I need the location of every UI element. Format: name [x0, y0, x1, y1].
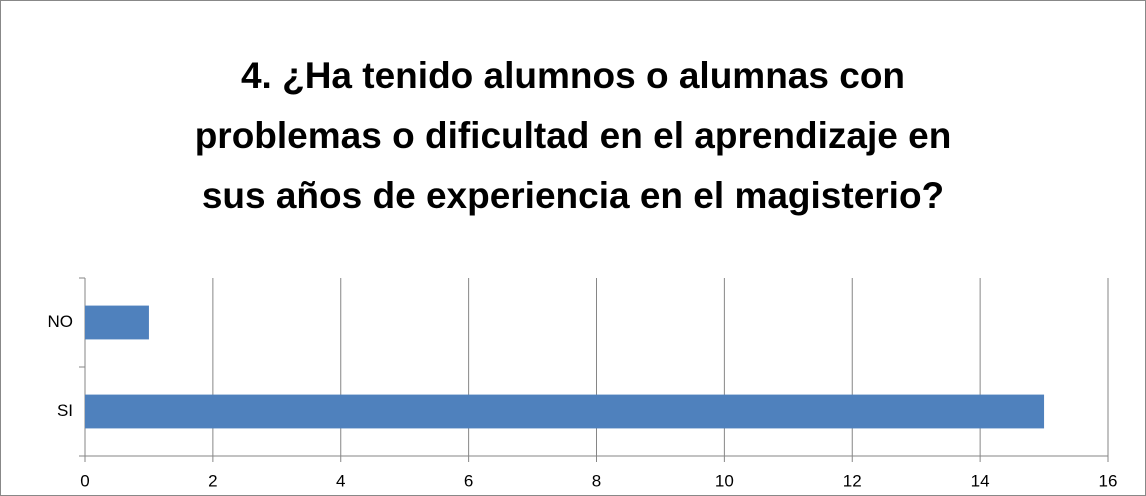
bar	[85, 394, 1045, 429]
x-tick-label: 2	[208, 471, 217, 490]
y-tick-label: NO	[48, 312, 74, 331]
chart-title: 4. ¿Ha tenido alumnos o alumnas con	[241, 55, 905, 96]
x-tick-label: 6	[464, 471, 473, 490]
x-tick-label: 10	[715, 471, 734, 490]
x-tick-label: 16	[1099, 471, 1118, 490]
x-tick-label: 12	[843, 471, 862, 490]
y-tick-label: SI	[57, 401, 73, 420]
x-tick-label: 8	[592, 471, 601, 490]
x-tick-label: 14	[971, 471, 990, 490]
bar	[85, 305, 149, 340]
chart-title: problemas o dificultad en el aprendizaje…	[195, 115, 952, 156]
x-tick-label: 4	[336, 471, 345, 490]
chart-title: sus años de experiencia en el magisterio…	[202, 175, 944, 216]
x-tick-label: 0	[80, 471, 89, 490]
